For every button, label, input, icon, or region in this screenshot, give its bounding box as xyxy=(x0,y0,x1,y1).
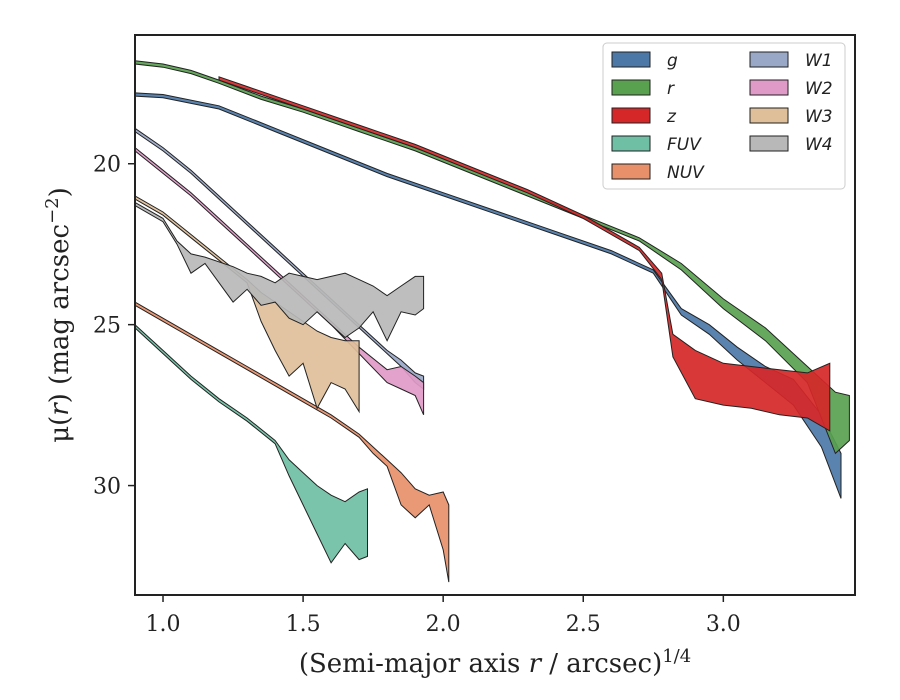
series-area-nuv xyxy=(134,301,450,583)
series-area-w4 xyxy=(134,201,425,342)
x-axis-label: (Semi-major axis r / arcsec)1/4 xyxy=(299,646,691,680)
legend-label-nuv: NUV xyxy=(667,163,705,183)
x-tick-label: 1.0 xyxy=(146,612,181,637)
legend-label-g: g xyxy=(667,51,678,71)
plot-frame xyxy=(134,34,856,596)
legend-swatch-g xyxy=(611,51,651,68)
y-tick-label: 25 xyxy=(93,314,121,339)
legend-label-r: r xyxy=(667,79,675,99)
y-tick-label: 20 xyxy=(93,153,121,178)
legend-label-z: z xyxy=(666,107,677,127)
series-area-w2 xyxy=(134,146,425,415)
series-areas xyxy=(134,60,850,583)
x-tick-label: 3.0 xyxy=(706,612,741,637)
legend-swatch-w3 xyxy=(749,107,789,124)
x-axis-ticks: 1.0 1.5 2.0 2.5 3.0 xyxy=(146,595,741,637)
legend-label-w4: W4 xyxy=(805,135,833,155)
legend: grz FUV NUV W1 W2 W3 W4 xyxy=(602,42,846,190)
legend-swatch-r xyxy=(611,79,651,96)
x-tick-label: 1.5 xyxy=(286,612,321,637)
legend-swatch-w1 xyxy=(749,51,789,68)
legend-label-fuv: FUV xyxy=(667,135,702,155)
legend-label-w2: W2 xyxy=(805,79,833,99)
y-axis-label: μ(r) (mag arcsec−2) xyxy=(42,187,76,443)
series-area-g xyxy=(134,92,842,499)
legend-swatch-w2 xyxy=(749,79,789,96)
x-tick-label: 2.5 xyxy=(566,612,601,637)
series-area-fuv xyxy=(134,323,368,564)
legend-swatch-z xyxy=(611,107,651,124)
y-axis-ticks: 20 25 30 xyxy=(93,153,135,500)
legend-swatch-w4 xyxy=(749,135,789,152)
x-tick-label: 2.0 xyxy=(426,612,461,637)
legend-label-w1: W1 xyxy=(805,51,833,71)
legend-swatch-nuv xyxy=(611,163,651,180)
series-area-z xyxy=(218,76,831,432)
legend-label-w3: W3 xyxy=(805,107,833,127)
y-tick-label: 30 xyxy=(93,475,121,500)
legend-swatch-fuv xyxy=(611,135,651,152)
